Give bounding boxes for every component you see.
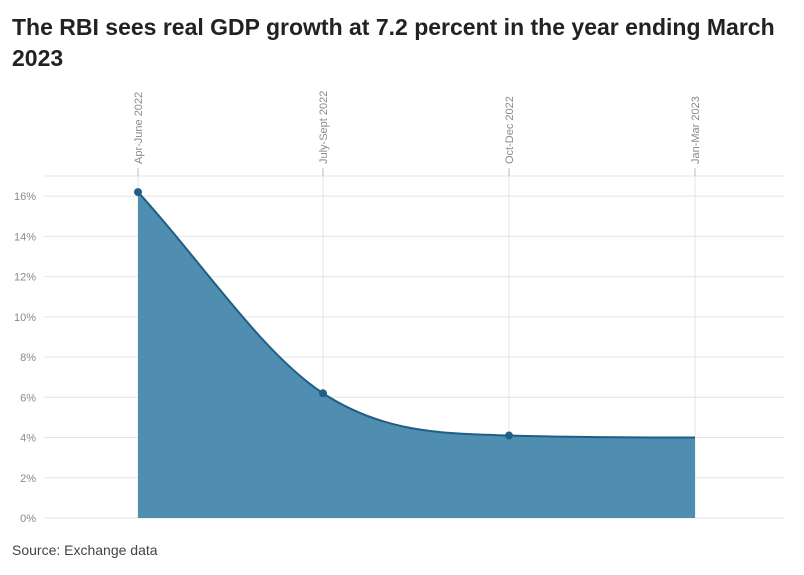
data-point xyxy=(134,188,142,197)
y-tick-label: 8% xyxy=(20,352,36,364)
x-tick-label: Jan-Mar 2023 xyxy=(690,96,702,164)
x-tick-label: July-Sept 2022 xyxy=(318,91,330,164)
y-tick-label: 4% xyxy=(20,433,36,445)
y-tick-label: 2% xyxy=(20,473,36,485)
y-tick-label: 12% xyxy=(14,272,36,284)
y-tick-label: 0% xyxy=(20,513,36,525)
chart-title: The RBI sees real GDP growth at 7.2 perc… xyxy=(12,14,775,71)
data-point xyxy=(505,431,513,440)
y-axis-ticks: 0% 2% 4% 6% 8% 10% 12% 14% 16% xyxy=(14,191,36,525)
y-tick-label: 10% xyxy=(14,312,36,324)
series-line xyxy=(137,191,696,439)
y-tick-label: 14% xyxy=(14,231,36,243)
data-point xyxy=(319,389,327,398)
x-tick-label: Oct-Dec 2022 xyxy=(504,96,516,164)
series-gdp xyxy=(134,188,696,518)
source-note: Source: Exchange data xyxy=(12,542,158,558)
y-tick-label: 16% xyxy=(14,191,36,203)
x-tick-label: Apr-June 2022 xyxy=(133,92,145,164)
area-fill xyxy=(138,192,695,518)
y-tick-label: 6% xyxy=(20,392,36,404)
x-axis-ticks: Apr-June 2022 July-Sept 2022 Oct-Dec 2022 J… xyxy=(133,91,702,176)
